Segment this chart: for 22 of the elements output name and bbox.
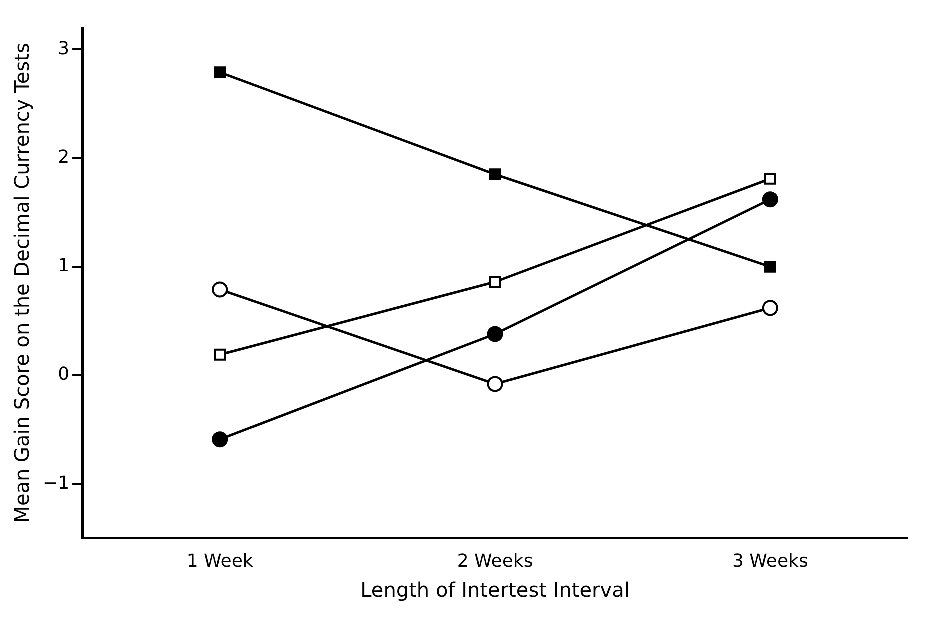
x-tick-label: 1 Week: [186, 550, 254, 572]
point: [214, 66, 226, 78]
y-tick-label: −1: [42, 472, 70, 494]
x-axis-title: Length of Intertest Interval: [360, 578, 630, 602]
x-tick-label: 3 Weeks: [732, 550, 808, 572]
x-tick-label: 2 Weeks: [457, 550, 534, 572]
point: [487, 376, 504, 392]
point: [762, 300, 778, 316]
point: [764, 260, 776, 273]
point: [487, 326, 504, 342]
point: [489, 276, 502, 288]
point: [764, 173, 776, 185]
y-axis-title: Mean Gain Score on the Decimal Currency Tests: [10, 43, 34, 524]
y-tick-label: 1: [58, 256, 70, 277]
point: [214, 348, 226, 361]
y-tick-label: 2: [58, 146, 70, 168]
y-tick-label: 3: [58, 38, 70, 60]
point: [762, 192, 778, 208]
point: [489, 168, 502, 181]
point: [212, 282, 228, 298]
point: [212, 432, 228, 448]
y-tick-label: 0: [58, 364, 70, 386]
